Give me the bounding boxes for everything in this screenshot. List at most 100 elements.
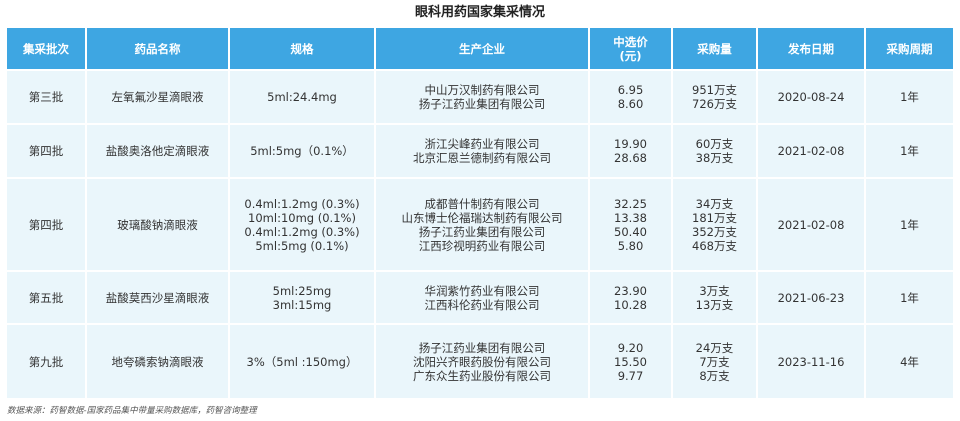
company-cell-line: 江西科伦药业有限公司 [424,297,540,312]
company-cell-line: 北京汇恩兰德制药有限公司 [413,151,551,165]
date-cell: 2020-08-24 [758,69,866,123]
price-cell-line: 32.25 [614,196,647,211]
price-cell-line: 23.90 [614,283,647,298]
volume-cell-line: 34万支 [695,196,734,211]
volume-cell-line: 726万支 [692,97,737,111]
price-cell: 6.95 8.60 [590,69,673,123]
spec-cell: 5ml:5mg（0.1%） [230,123,376,177]
volume-cell: 3万支 13万支 [673,270,758,323]
date-cell: 2021-06-23 [758,270,866,323]
drug-name-cell: 左氧氟沙星滴眼液 [87,69,230,123]
drug-name-cell: 盐酸奥洛他定滴眼液 [87,123,230,177]
batch-cell: 第三批 [7,69,87,123]
spec-cell-line: 0.4ml:1.2mg (0.3%) [244,196,360,211]
company-cell: 浙江尖峰药业有限公司 北京汇恩兰德制药有限公司 [376,123,590,177]
table-row: 第九批 地夸磷索钠滴眼液 3%（5ml :150mg） 扬子江药业集团有限公司 沈阳兴齐… [7,323,953,398]
price-cell-line: 15.50 [614,354,647,369]
spec-cell: 3%（5ml :150mg） [230,323,376,398]
cycle-cell: 1年 [866,69,953,123]
price-cell-line: 10.28 [614,297,647,312]
header-cycle: 采购周期 [866,28,953,69]
price-cell-line: 13.38 [614,210,647,225]
header-company: 生产企业 [376,28,590,69]
price-cell-line: 6.95 [617,83,644,97]
volume-cell-line: 3万支 [699,283,730,298]
company-cell-line: 广东众生药业股份有限公司 [413,368,551,383]
volume-cell-line: 352万支 [692,224,737,239]
header-price-line: 中选价 [613,34,648,49]
spec-cell-line: 5ml:25mg [272,283,332,298]
company-cell-line: 浙江尖峰药业有限公司 [424,137,540,151]
price-cell: 32.25 13.38 50.40 5.80 [590,177,673,270]
company-cell-line: 沈阳兴齐眼药股份有限公司 [413,354,551,369]
table-row: 第三批 左氧氟沙星滴眼液 5ml:24.4mg 中山万汉制药有限公司 扬子江药业集团有限… [7,69,953,123]
spec-cell-line: 3%（5ml :150mg） [246,354,358,369]
volume-cell-line: 13万支 [695,297,734,312]
batch-cell: 第四批 [7,123,87,177]
spec-cell: 5ml:24.4mg [230,69,376,123]
volume-cell-line: 24万支 [695,340,734,355]
company-cell: 成都普什制药有限公司 山东博士伦福瑞达制药有限公司 扬子江药业集团有限公司 江西珍视明… [376,177,590,270]
volume-cell-line: 60万支 [695,137,734,151]
spec-cell-line: 5ml:24.4mg [267,90,337,104]
spec-cell-line: 3ml:15mg [272,297,332,312]
company-cell-line: 扬子江药业集团有限公司 [418,97,546,111]
company-cell-line: 江西珍视明药业有限公司 [418,238,546,253]
volume-cell: 60万支 38万支 [673,123,758,177]
price-cell-line: 19.90 [614,137,647,151]
volume-cell-line: 38万支 [695,151,734,165]
header-spec: 规格 [230,28,376,69]
spec-cell-line: 5ml:5mg（0.1%） [250,144,354,158]
spec-cell-line: 5ml:5mg (0.1%) [255,238,349,253]
price-cell: 9.20 15.50 9.77 [590,323,673,398]
price-cell: 19.90 28.68 [590,123,673,177]
company-cell-line: 扬子江药业集团有限公司 [418,340,546,355]
date-cell: 2021-02-08 [758,177,866,270]
company-cell-line: 成都普什制药有限公司 [424,196,540,211]
volume-cell: 24万支 7万支 8万支 [673,323,758,398]
page-title: 眼科用药国家集采情况 [414,5,545,20]
cycle-cell: 1年 [866,270,953,323]
header-date: 发布日期 [758,28,866,69]
price-cell: 23.90 10.28 [590,270,673,323]
date-cell: 2021-02-08 [758,123,866,177]
table-row: 第五批 盐酸莫西沙星滴眼液 5ml:25mg 3ml:15mg 华润紫竹药业有限公司 江西… [7,270,953,323]
volume-cell-line: 951万支 [692,83,737,97]
date-cell: 2023-11-16 [758,323,866,398]
price-cell-line: 8.60 [617,97,644,111]
header-row: 集采批次 药品名称 规格 生产企业 中选价 (元) 采购量 发布日期 采购周期 [7,28,953,69]
header-drug: 药品名称 [87,28,230,69]
price-cell-line: 9.20 [617,340,644,355]
volume-cell-line: 181万支 [692,210,737,225]
header-batch: 集采批次 [7,28,87,69]
company-cell-line: 扬子江药业集团有限公司 [418,224,546,239]
price-cell-line: 5.80 [617,238,644,253]
cycle-cell: 1年 [866,123,953,177]
table-row: 第四批 盐酸奥洛他定滴眼液 5ml:5mg（0.1%） 浙江尖峰药业有限公司 北京汇恩兰… [7,123,953,177]
header-volume: 采购量 [673,28,758,69]
company-cell-line: 中山万汉制药有限公司 [424,83,540,97]
price-cell-line: 9.77 [617,368,644,383]
volume-cell-line: 8万支 [699,368,730,383]
company-cell-line: 山东博士伦福瑞达制药有限公司 [401,210,563,225]
batch-cell: 第九批 [7,323,87,398]
price-cell-line: 28.68 [614,151,647,165]
drug-name-cell: 盐酸莫西沙星滴眼液 [87,270,230,323]
price-cell-line: 50.40 [614,224,647,239]
batch-cell: 第四批 [7,177,87,270]
spec-cell-line: 0.4ml:1.2mg (0.3%) [244,224,360,239]
data-source-note: 数据来源：药智数据-国家药品集中带量采购数据库，药智咨询整理 [7,406,257,416]
procurement-table: 集采批次 药品名称 规格 生产企业 中选价 (元) 采购量 发布日期 采购周期 第… [7,28,953,398]
volume-cell: 34万支 181万支 352万支 468万支 [673,177,758,270]
company-cell: 华润紫竹药业有限公司 江西科伦药业有限公司 [376,270,590,323]
volume-cell-line: 7万支 [699,354,730,369]
spec-cell: 5ml:25mg 3ml:15mg [230,270,376,323]
company-cell: 扬子江药业集团有限公司 沈阳兴齐眼药股份有限公司 广东众生药业股份有限公司 [376,323,590,398]
drug-name-cell: 玻璃酸钠滴眼液 [87,177,230,270]
header-price: 中选价 (元) [590,28,673,69]
volume-cell: 951万支 726万支 [673,69,758,123]
header-price-line: (元) [619,48,642,63]
company-cell: 中山万汉制药有限公司 扬子江药业集团有限公司 [376,69,590,123]
spec-cell-line: 10ml:10mg (0.1%) [248,210,356,225]
spec-cell: 0.4ml:1.2mg (0.3%) 10ml:10mg (0.1%) 0.4ml:… [230,177,376,270]
